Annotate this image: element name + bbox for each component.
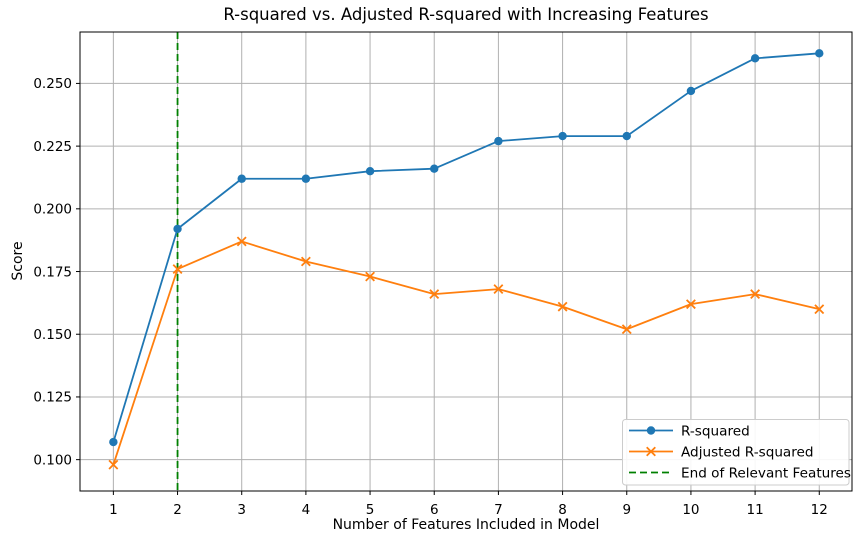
y-tick-label: 0.225 xyxy=(33,139,72,155)
x-tick-label: 12 xyxy=(811,502,828,518)
x-tick-label: 5 xyxy=(366,502,375,518)
series-r-squared xyxy=(109,49,824,447)
x-tick-label: 1 xyxy=(109,502,118,518)
x-tick-label: 8 xyxy=(558,502,567,518)
data-point-marker xyxy=(646,446,656,457)
data-point-marker xyxy=(557,301,568,312)
legend-label: Adjusted R-squared xyxy=(681,445,814,461)
plot-frame xyxy=(79,31,853,492)
legend: R-squared Adjusted R-squared End of Releva… xyxy=(622,419,851,486)
data-point-marker xyxy=(301,174,311,183)
data-point-marker xyxy=(172,264,183,274)
chart-title: R-squared vs. Adjusted R-squared with In… xyxy=(223,5,709,24)
data-point-marker xyxy=(558,131,567,141)
x-tick-label: 7 xyxy=(494,502,503,518)
x-tick-label: 2 xyxy=(173,502,182,518)
data-point-marker xyxy=(750,289,761,300)
data-point-marker xyxy=(622,131,631,141)
legend-label: End of Relevant Features xyxy=(681,466,851,482)
x-axis-ticks: 1 2 3 4 5 6 7 8 9 10 11 12 xyxy=(109,491,828,518)
data-point-marker xyxy=(365,271,375,282)
x-axis-label: Number of Features Included in Model xyxy=(332,517,600,533)
y-tick-label: 0.100 xyxy=(33,452,72,468)
data-point-marker xyxy=(429,289,440,300)
series-line xyxy=(112,240,820,465)
legend-label: R-squared xyxy=(681,424,750,440)
data-point-marker xyxy=(493,284,504,295)
y-tick-label: 0.200 xyxy=(33,202,72,218)
y-tick-label: 0.125 xyxy=(33,390,72,406)
data-point-marker xyxy=(814,304,825,315)
legend-box xyxy=(622,419,850,486)
data-point-marker xyxy=(646,426,656,435)
y-tick-label: 0.175 xyxy=(33,264,72,280)
data-point-marker xyxy=(237,174,246,183)
data-point-marker xyxy=(300,256,311,267)
x-tick-label: 4 xyxy=(302,502,311,518)
data-point-marker xyxy=(686,86,696,96)
x-tick-label: 6 xyxy=(430,502,439,518)
series-line xyxy=(112,52,820,443)
data-point-marker xyxy=(430,164,439,173)
data-point-marker xyxy=(815,49,824,58)
x-tick-label: 11 xyxy=(747,502,764,518)
data-point-marker xyxy=(173,224,182,234)
x-tick-label: 10 xyxy=(682,502,699,518)
y-axis-ticks: 0.100 0.125 0.150 0.175 0.200 0.225 0.250 xyxy=(33,76,80,468)
data-point-marker xyxy=(365,167,375,176)
y-tick-label: 0.250 xyxy=(33,76,72,92)
data-point-marker xyxy=(494,136,503,146)
data-point-marker xyxy=(108,459,119,470)
data-point-marker xyxy=(685,299,696,310)
x-tick-label: 3 xyxy=(237,502,246,518)
data-point-marker xyxy=(621,324,632,335)
series-adjusted-r-squared xyxy=(108,236,825,470)
data-point-marker xyxy=(750,54,760,63)
data-point-marker xyxy=(236,236,247,247)
y-tick-label: 0.150 xyxy=(33,327,72,343)
y-axis-label: Score xyxy=(10,241,26,281)
data-point-marker xyxy=(109,437,118,447)
x-tick-label: 9 xyxy=(622,502,631,518)
